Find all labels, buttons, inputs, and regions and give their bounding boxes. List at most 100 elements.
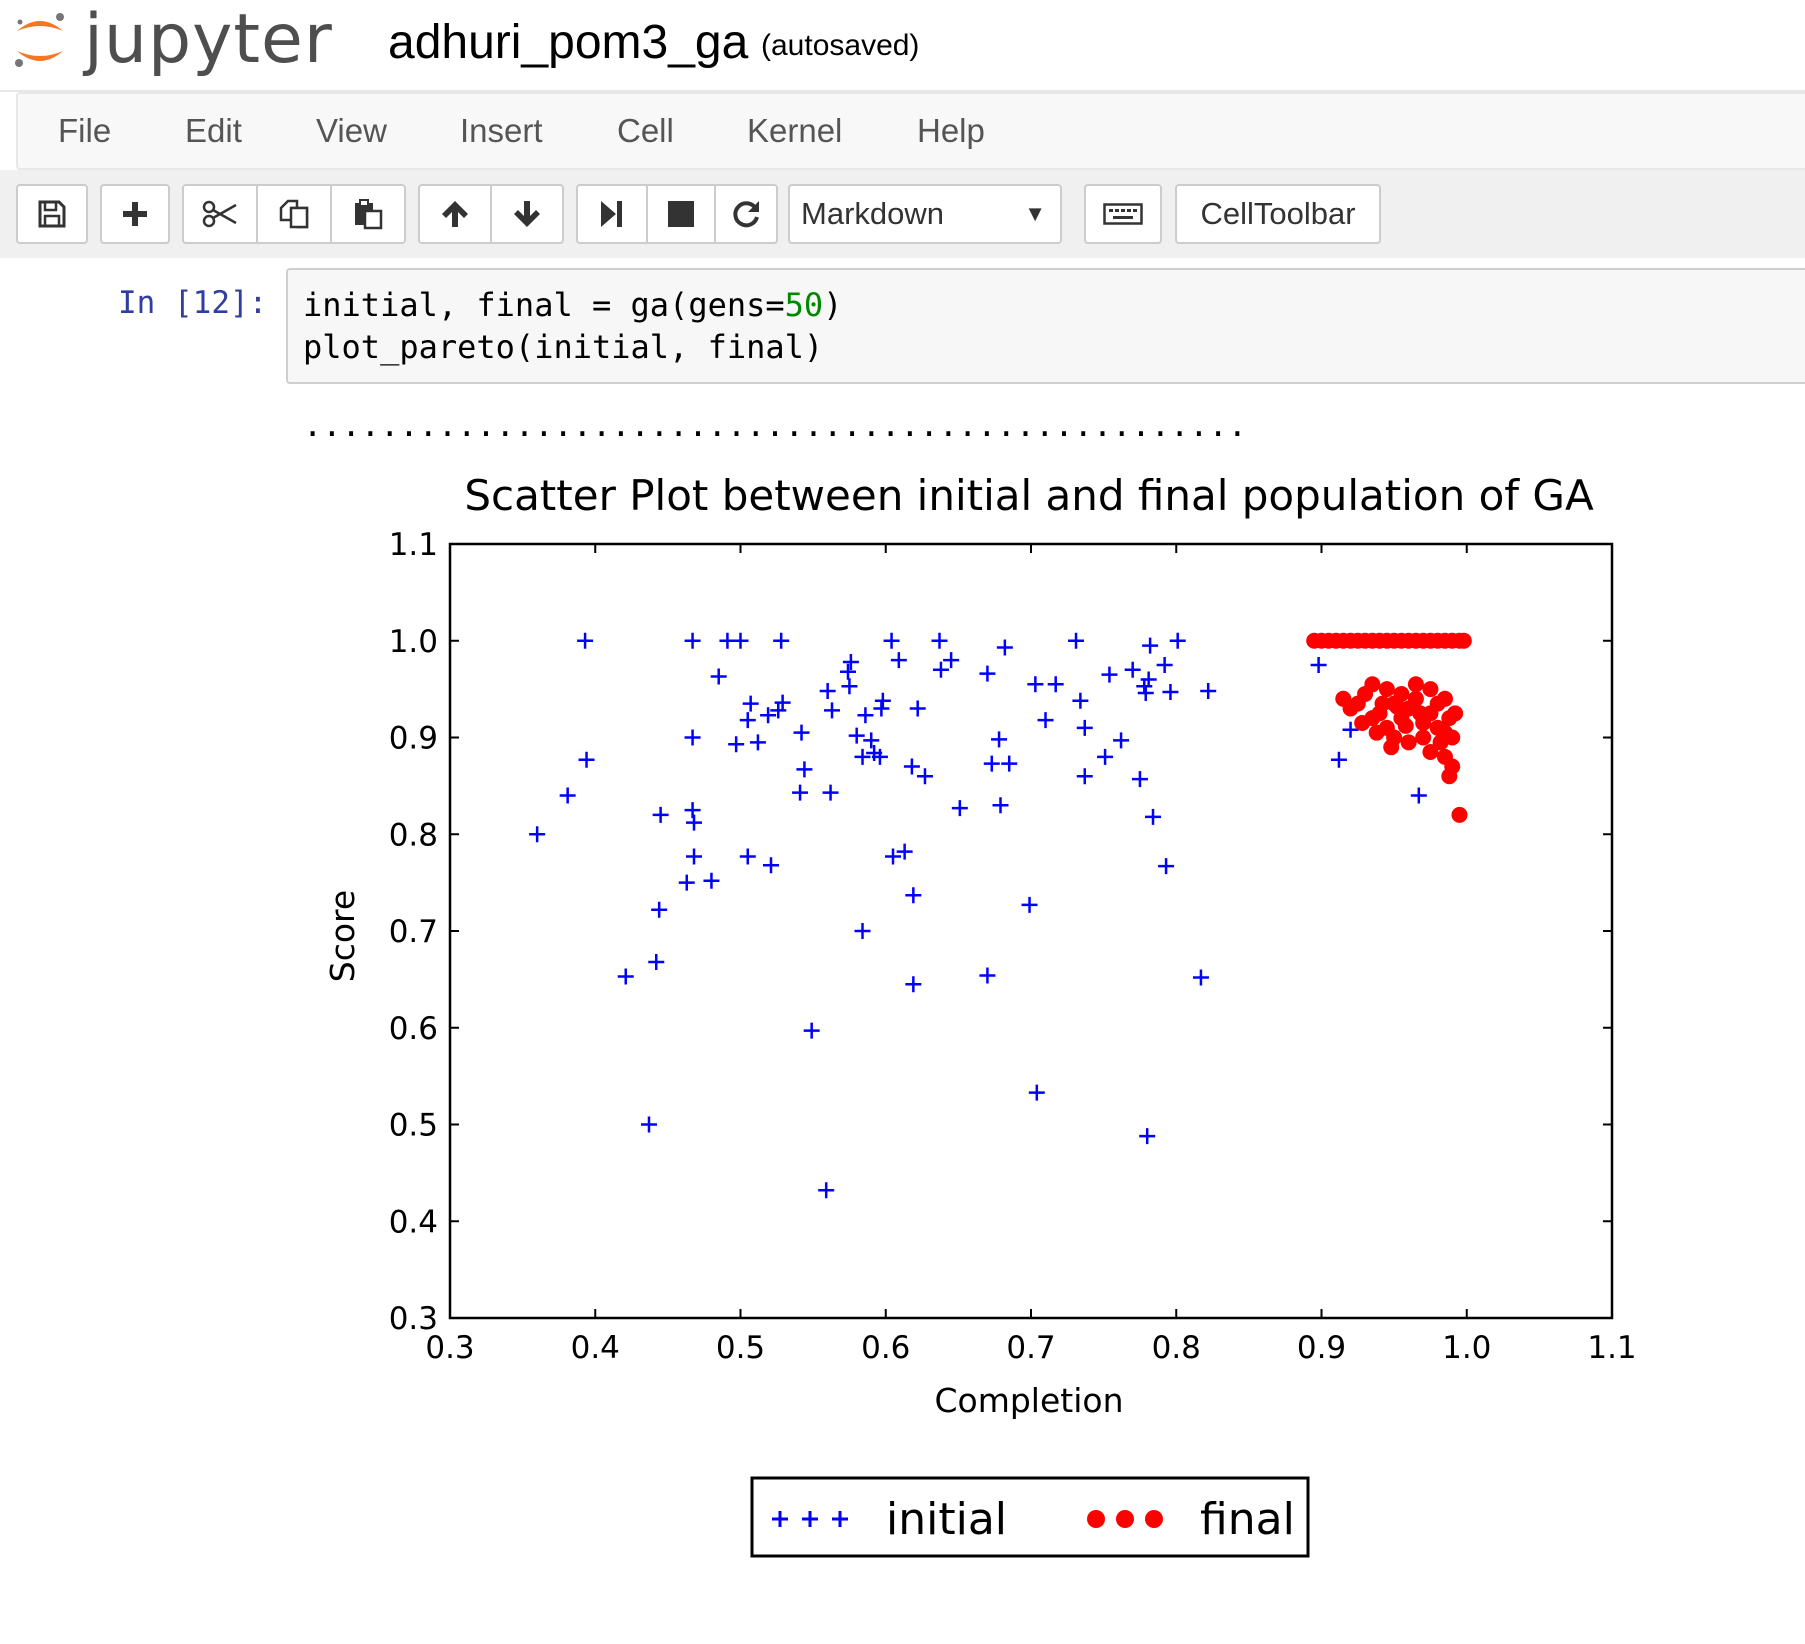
code-input-area[interactable] [286,268,1805,384]
menu-edit[interactable]: Edit [185,112,242,149]
point-final [1407,690,1424,707]
menu-file[interactable]: File [58,112,112,149]
point-final [1342,632,1359,649]
point-initial [1027,676,1044,693]
scatter-chart: Scatter Plot between initial and final p… [300,470,1680,1600]
point-initial [686,814,703,831]
arrow-up-icon [442,201,468,227]
point-initial [559,787,576,804]
point-final [1441,768,1458,785]
point-initial [1156,656,1173,673]
point-initial [1200,683,1217,700]
point-initial [732,632,749,649]
point-initial [863,732,880,749]
chevron-down-icon: ▼ [1024,201,1046,226]
point-initial [841,678,858,695]
point-initial [1076,719,1093,736]
point-final [1447,705,1464,722]
restart-button[interactable] [714,184,778,244]
point-initial [1342,721,1359,738]
point-initial [652,806,669,823]
point-initial [710,668,727,685]
x-tick-label: 0.7 [1006,1330,1055,1366]
code-line-1-suffix: ) [823,286,843,324]
point-final [1386,695,1403,712]
point-initial [1001,755,1018,772]
y-tick-label: 0.9 [389,721,438,757]
move-up-button[interactable] [418,184,492,244]
point-final [1313,632,1330,649]
point-initial [874,692,891,709]
point-initial [578,751,595,768]
save-button[interactable] [16,184,88,244]
point-initial [1101,666,1118,683]
point-final [1378,681,1395,698]
y-axis-label: Score [323,890,362,982]
copy-button[interactable] [256,184,332,244]
run-button[interactable] [576,184,648,244]
point-initial [1072,692,1089,709]
point-final [1436,690,1453,707]
point-initial [909,700,926,717]
point-initial [1068,632,1085,649]
menu-insert[interactable]: Insert [460,112,543,149]
point-final [1374,695,1391,712]
point-initial [1021,896,1038,913]
paste-button[interactable] [330,184,406,244]
y-tick-label: 0.3 [389,1301,438,1337]
point-initial [684,802,701,819]
autosave-status: (autosaved) [761,29,920,62]
point-initial [905,887,922,904]
point-initial [773,632,790,649]
x-tick-label: 1.0 [1442,1330,1491,1366]
point-initial [818,1182,835,1199]
cut-button[interactable] [182,184,258,244]
point-initial [854,923,871,939]
point-initial [979,665,996,682]
menu-view[interactable]: View [316,112,387,149]
cell-type-select[interactable]: Markdown ▼ [788,184,1062,244]
point-initial [1158,858,1175,875]
menu-kernel[interactable]: Kernel [747,112,843,149]
insert-cell-button[interactable] [100,184,170,244]
paste-icon [355,199,383,230]
y-tick-label: 0.5 [389,1108,438,1144]
point-initial [640,1116,657,1133]
point-initial [760,707,777,724]
move-down-button[interactable] [490,184,564,244]
interrupt-button[interactable] [646,184,716,244]
command-palette-button[interactable] [1084,184,1162,244]
cell-toolbar-button[interactable]: CellToolbar [1175,184,1381,244]
point-initial [739,712,756,729]
toolbar: Markdown ▼ CellToolbar [0,170,1805,258]
point-initial [903,758,920,775]
legend-label-initial: initial [886,1494,1007,1545]
point-final [1415,729,1432,746]
point-initial [1142,637,1159,654]
notebook-name[interactable]: adhuri_pom3_ga [388,16,749,69]
point-final [1400,734,1417,751]
point-initial [916,768,933,785]
point-initial [703,872,720,889]
series-final [1306,632,1472,823]
menu-cell[interactable]: Cell [617,112,674,149]
point-initial [885,848,902,865]
point-initial [848,727,865,744]
jupyter-wordmark: jupyter [84,0,333,79]
jupyter-logo[interactable]: jupyter [10,0,333,80]
menu-help[interactable]: Help [917,112,985,149]
arrow-down-icon [514,201,540,227]
point-final [1354,714,1371,731]
point-initial [577,632,594,649]
y-tick-label: 0.7 [389,914,438,950]
x-tick-label: 0.8 [1152,1330,1201,1366]
point-initial [1162,684,1179,701]
point-initial [648,953,665,970]
point-initial [1097,748,1114,765]
point-initial [1192,969,1209,986]
point-initial [1137,684,1154,701]
point-initial [684,729,701,746]
point-final [1386,632,1403,649]
point-initial [896,843,913,860]
point-final [1400,632,1417,649]
